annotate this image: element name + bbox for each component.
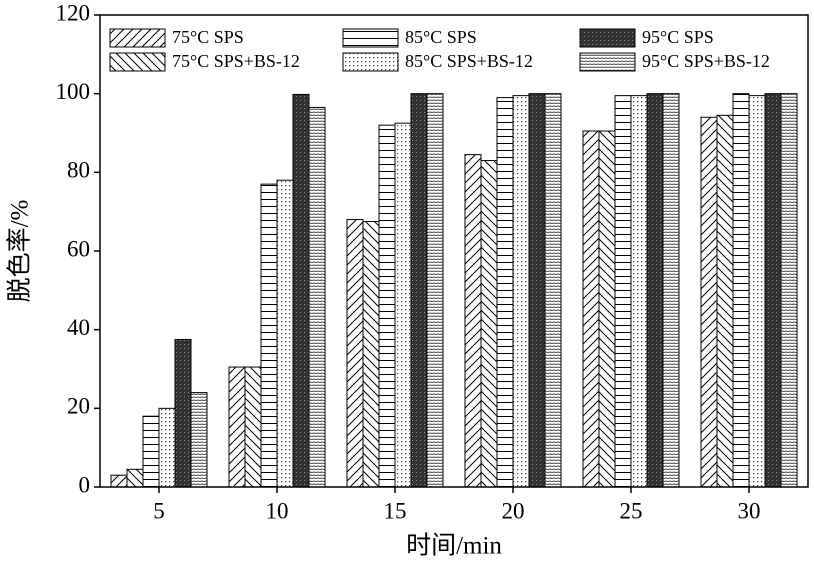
- y-tick-label: 20: [67, 394, 90, 419]
- bar: [110, 474, 128, 488]
- bar: [512, 95, 530, 488]
- bar: [378, 124, 396, 488]
- bar: [748, 95, 766, 488]
- bar: [394, 122, 412, 488]
- bar: [496, 97, 514, 488]
- legend-swatch: [579, 28, 636, 48]
- legend-label: 85°C SPS+BS-12: [405, 51, 533, 71]
- bar: [426, 93, 444, 488]
- legend-label: 95°C SPS: [642, 27, 714, 47]
- bar: [764, 93, 782, 488]
- bar: [544, 93, 562, 488]
- bar: [174, 339, 192, 488]
- legend-label: 75°C SPS+BS-12: [172, 51, 300, 71]
- bar: [346, 219, 364, 488]
- bar: [276, 179, 294, 488]
- legend-label: 85°C SPS: [405, 27, 477, 47]
- y-tick-label: 40: [67, 315, 90, 340]
- bar: [646, 93, 664, 488]
- y-tick-label: 0: [79, 472, 91, 497]
- y-tick-label: 120: [56, 0, 91, 25]
- bar: [158, 407, 176, 488]
- bar: [292, 93, 310, 488]
- legend-swatch: [342, 28, 399, 48]
- bar: [732, 93, 750, 488]
- x-tick-label: 30: [738, 498, 761, 523]
- bar: [244, 366, 262, 488]
- y-tick-label: 80: [67, 158, 90, 183]
- x-tick-label: 25: [620, 498, 643, 523]
- legend-swatch: [579, 52, 636, 72]
- legend-label: 95°C SPS+BS-12: [642, 51, 770, 71]
- legend-swatch: [342, 52, 399, 72]
- bar: [410, 93, 428, 488]
- bar: [126, 468, 144, 488]
- bar: [662, 93, 680, 488]
- bar: [464, 154, 482, 488]
- legend-swatch: [109, 52, 166, 72]
- bar: [630, 95, 648, 488]
- bar: [308, 106, 326, 488]
- bar: [362, 221, 380, 488]
- x-tick-label: 5: [153, 498, 165, 523]
- bar: [716, 114, 734, 488]
- bar: [228, 366, 246, 488]
- legend-swatch: [109, 28, 166, 48]
- y-tick-label: 60: [67, 236, 90, 261]
- bar: [528, 93, 546, 488]
- plot-frame: [99, 14, 809, 488]
- bar: [480, 160, 498, 488]
- x-tick-label: 10: [266, 498, 289, 523]
- bar: [582, 130, 600, 488]
- bar: [598, 130, 616, 488]
- legend-label: 75°C SPS: [172, 27, 244, 47]
- x-tick-label: 15: [384, 498, 407, 523]
- bar: [700, 116, 718, 488]
- y-tick-label: 100: [56, 79, 91, 104]
- x-tick-label: 20: [502, 498, 525, 523]
- bar: [780, 93, 798, 488]
- bar: [260, 183, 278, 488]
- bar: [142, 415, 160, 488]
- y-axis-title: 脱色率/%: [6, 200, 34, 303]
- bar: [190, 392, 208, 488]
- x-axis-title: 时间/min: [406, 532, 502, 560]
- bar: [614, 95, 632, 488]
